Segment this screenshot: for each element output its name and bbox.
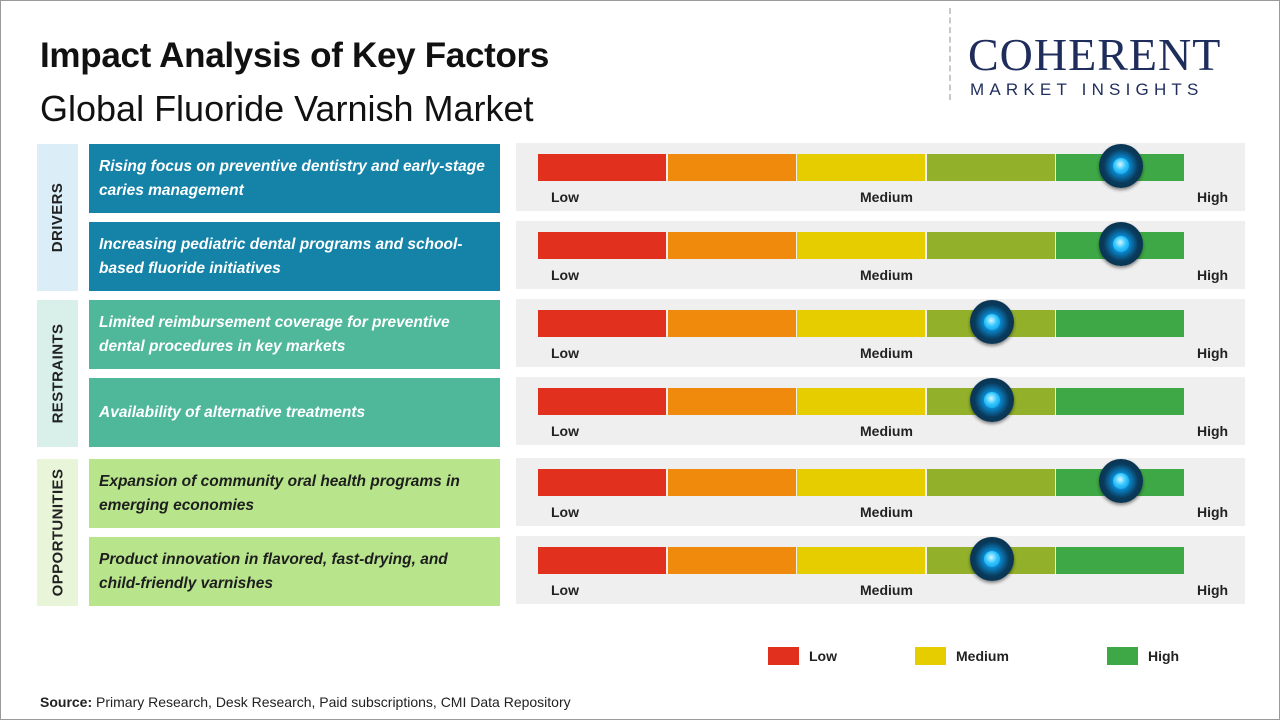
factor-label: Expansion of community oral health progr…: [89, 459, 500, 528]
impact-segment: [1056, 310, 1185, 337]
impact-segment: [1056, 547, 1185, 574]
scale-label: High: [1197, 345, 1229, 361]
impact-segment: [667, 154, 796, 181]
page-subtitle: Global Fluoride Varnish Market: [40, 88, 534, 129]
impact-marker: [1099, 144, 1144, 188]
impact-segment: [797, 310, 926, 337]
factor-label: Increasing pediatric dental programs and…: [89, 222, 500, 291]
impact-segment: [926, 154, 1055, 181]
impact-marker: [969, 378, 1014, 422]
scale-label: Medium: [860, 267, 913, 283]
scale-label: Low: [551, 267, 579, 283]
scale-label: Medium: [860, 423, 913, 439]
impact-segment: [538, 388, 667, 415]
factor-label: Product innovation in flavored, fast-dry…: [89, 537, 500, 606]
impact-track: Low Medium High: [516, 458, 1245, 526]
legend-label: High: [1148, 648, 1180, 664]
factor-label: Limited reimbursement coverage for preve…: [89, 300, 500, 369]
page-title: Impact Analysis of Key Factors: [40, 36, 550, 75]
scale-label: Medium: [860, 345, 913, 361]
group-label-drivers: DRIVERS: [37, 144, 78, 291]
impact-marker: [969, 537, 1014, 581]
impact-segment: [1056, 388, 1185, 415]
group-label-restraints: RESTRAINTS: [37, 300, 78, 447]
impact-marker: [969, 300, 1014, 344]
impact-track: Low Medium High: [516, 299, 1245, 367]
scale-label: Low: [551, 504, 579, 520]
scale-label: High: [1197, 423, 1229, 439]
group-label-text: RESTRAINTS: [49, 323, 66, 424]
scale-label: Low: [551, 189, 579, 205]
impact-track: Low Medium High: [516, 536, 1245, 604]
impact-track: Low Medium High: [516, 143, 1245, 211]
impact-segment: [538, 547, 667, 574]
impact-segment: [926, 469, 1055, 496]
group-label-text: DRIVERS: [49, 182, 67, 253]
impact-segment: [667, 469, 796, 496]
group-label-text: OPPORTUNITIES: [49, 468, 66, 597]
scale-label: High: [1197, 504, 1229, 520]
legend-item-medium: Medium: [915, 647, 1009, 665]
scale-label: Low: [551, 582, 579, 598]
legend-label: Low: [809, 648, 837, 664]
impact-segment: [667, 310, 796, 337]
impact-segment: [538, 469, 667, 496]
logo-sub-text: MARKET INSIGHTS: [970, 80, 1204, 99]
impact-marker: [1099, 459, 1144, 503]
logo-main-text: COHERENT: [968, 29, 1222, 80]
scale-label: Medium: [860, 504, 913, 520]
factor-label: Rising focus on preventive dentistry and…: [89, 144, 500, 213]
scale-label: Low: [551, 345, 579, 361]
impact-segment: [667, 388, 796, 415]
impact-segment: [797, 547, 926, 574]
legend-item-high: High: [1107, 647, 1179, 665]
impact-segment: [538, 232, 667, 259]
impact-segment: [926, 232, 1055, 259]
legend-label: Medium: [956, 648, 1009, 664]
legend-swatch: [768, 647, 799, 665]
scale-label: Low: [551, 423, 579, 439]
legend-item-low: Low: [768, 647, 837, 665]
scale-label: Medium: [860, 189, 913, 205]
legend-swatch: [915, 647, 946, 665]
impact-segment: [797, 232, 926, 259]
impact-track: Low Medium High: [516, 377, 1245, 445]
group-label-opportunities: OPPORTUNITIES: [37, 459, 78, 606]
factor-label: Availability of alternative treatments: [89, 378, 500, 447]
impact-segment: [667, 547, 796, 574]
impact-segment: [797, 154, 926, 181]
scale-label: Medium: [860, 582, 913, 598]
impact-segment: [538, 310, 667, 337]
company-logo: COHERENT MARKET INSIGHTS: [968, 28, 1268, 100]
impact-segment: [797, 388, 926, 415]
source-label: Source:: [40, 694, 93, 710]
source-note: Source: Primary Research, Desk Research,…: [40, 694, 571, 710]
impact-track: Low Medium High: [516, 221, 1245, 289]
logo-divider: [949, 8, 951, 100]
impact-segment: [797, 469, 926, 496]
impact-segment: [538, 154, 667, 181]
scale-label: High: [1197, 582, 1229, 598]
scale-label: High: [1197, 189, 1229, 205]
impact-segment: [667, 232, 796, 259]
source-text: Primary Research, Desk Research, Paid su…: [92, 694, 571, 710]
impact-marker: [1099, 222, 1144, 266]
legend-swatch: [1107, 647, 1138, 665]
scale-label: High: [1197, 267, 1229, 283]
